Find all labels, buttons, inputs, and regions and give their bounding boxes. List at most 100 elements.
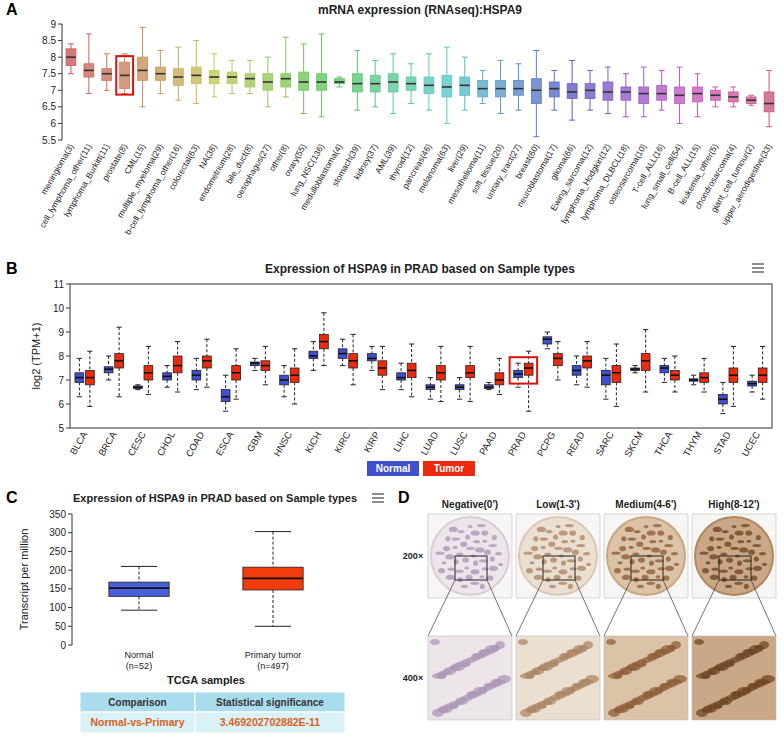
whisker [232, 60, 233, 72]
whisker-cap [515, 387, 520, 388]
median [572, 370, 581, 372]
whisker-cap [319, 116, 325, 117]
tissue-texture [470, 569, 479, 574]
y-axis [62, 24, 63, 140]
whisker-cap [164, 365, 169, 366]
tissue-texture [479, 559, 488, 562]
whisker [294, 382, 295, 404]
whisker [482, 97, 483, 104]
tissue-texture [666, 556, 671, 561]
whisker [393, 54, 394, 74]
zoom-line [428, 580, 455, 636]
median [66, 56, 76, 58]
median [109, 587, 169, 589]
tissue-texture [618, 561, 623, 564]
whisker [536, 104, 537, 137]
box [133, 386, 142, 388]
tissue-texture [443, 546, 450, 551]
y-tick [68, 532, 72, 533]
median [585, 89, 595, 91]
whisker-cap [117, 327, 122, 328]
tissue-texture [655, 559, 664, 562]
tissue-texture [636, 542, 643, 547]
x-tick-label: GBM [245, 429, 265, 453]
whisker-cap [409, 344, 414, 345]
tissue-texture [489, 566, 498, 571]
box [543, 337, 552, 344]
whisker [733, 346, 734, 368]
tissue-texture [461, 659, 471, 667]
y-tick-label: 9 [58, 327, 64, 338]
x-tick-label: BRCA [96, 429, 119, 458]
magnification-label: 200× [403, 551, 423, 561]
whisker [605, 358, 606, 370]
median [543, 338, 552, 340]
y-tick-label: 0 [60, 640, 66, 651]
tissue-texture [569, 530, 576, 535]
box [572, 366, 581, 376]
whisker-cap [585, 341, 590, 342]
whisker-cap [677, 123, 683, 124]
whisker [518, 363, 519, 370]
median [245, 78, 255, 80]
whisker-cap [677, 67, 683, 68]
whisker-cap [390, 53, 396, 54]
whisker-cap [193, 40, 199, 41]
tissue-texture [730, 547, 739, 550]
zoom-line [575, 580, 600, 636]
whisker [464, 95, 465, 110]
whisker [254, 358, 255, 362]
whisker-cap [623, 73, 629, 74]
median [138, 70, 148, 72]
whisker-cap [515, 363, 520, 364]
y-tick-label: 6 [58, 399, 64, 410]
tissue-texture [556, 525, 561, 528]
whisker-cap [255, 531, 291, 532]
plot-area [75, 313, 767, 414]
table-cell [80, 712, 195, 733]
whisker [178, 85, 179, 100]
box [524, 363, 533, 375]
y-tick-label: 6.5 [42, 101, 56, 112]
whisker [177, 342, 178, 356]
tissue-texture [646, 569, 655, 574]
median [102, 73, 112, 75]
box [163, 373, 172, 380]
zoom-line [751, 580, 776, 636]
tissue-texture [465, 534, 470, 539]
whisker-cap [77, 396, 82, 397]
box [641, 354, 650, 371]
median [424, 85, 434, 87]
whisker [214, 84, 215, 97]
y-axis-title: Transcript per million [18, 529, 30, 631]
tissue-texture [743, 575, 748, 578]
x-tick-label: oesophagus(27) [233, 142, 272, 200]
median [514, 373, 523, 375]
box [349, 354, 358, 368]
tissue-texture [629, 546, 634, 549]
y-tick [68, 570, 72, 571]
median [227, 76, 237, 78]
box [455, 385, 464, 390]
whisker [693, 381, 694, 385]
label-line: Normal [124, 650, 153, 660]
whisker-cap [426, 53, 432, 54]
median [748, 383, 757, 385]
whisker-cap [135, 389, 140, 390]
tissue-texture [492, 535, 497, 540]
whisker-cap [526, 351, 531, 352]
menu-icon [752, 271, 764, 273]
tissue-texture [665, 566, 674, 571]
median [718, 398, 727, 400]
x-tick-label: STAD [711, 429, 733, 456]
y-tick [66, 404, 70, 405]
whisker-cap [574, 356, 579, 357]
whisker-cap [106, 356, 111, 357]
tissue-texture [668, 679, 682, 685]
whisker [607, 67, 608, 82]
tissue-texture [658, 540, 663, 543]
x-tick-label: kidney(37) [351, 142, 380, 182]
whisker-cap [438, 346, 443, 347]
box [639, 87, 649, 104]
box [466, 366, 475, 378]
